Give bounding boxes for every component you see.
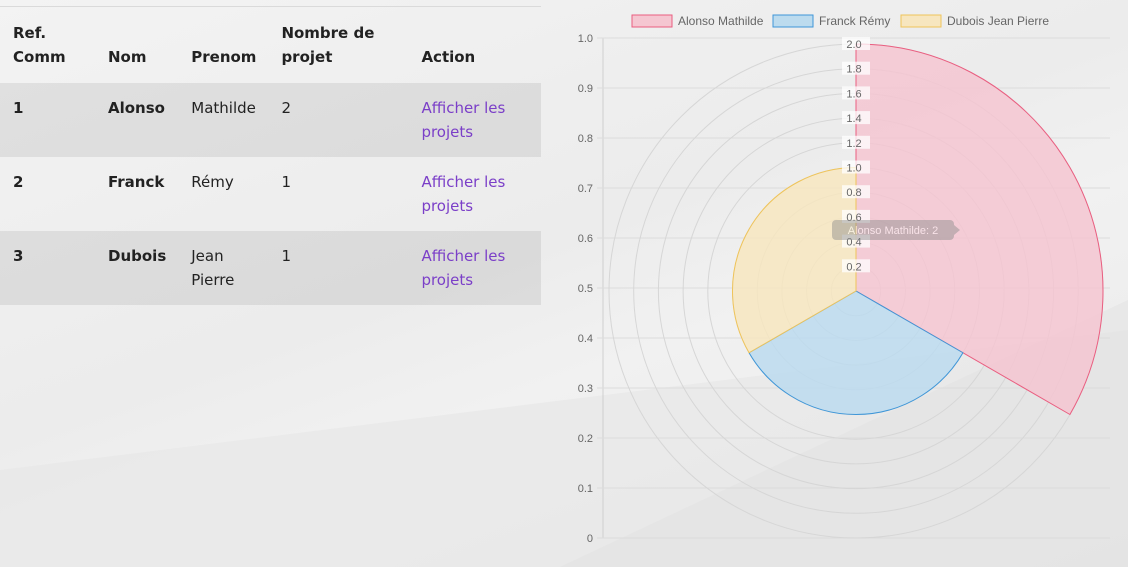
show-projects-link[interactable]: Afficher les projets <box>421 247 506 289</box>
y-tick-label: 0.4 <box>578 333 593 345</box>
cell-prenom: Jean Pierre <box>178 231 269 305</box>
cell-nom: Franck <box>108 173 165 191</box>
radial-tick-label: 1.2 <box>846 138 861 150</box>
radial-tick-backdrop <box>842 61 870 75</box>
tooltip-box <box>832 220 954 240</box>
commercial-table: Ref. Comm Nom Prenom Nombre de projet Ac… <box>0 6 541 305</box>
radial-tick-label: 2.0 <box>846 39 861 51</box>
cell-count: 2 <box>268 83 409 157</box>
radial-tick-label: 1.4 <box>846 113 861 125</box>
header-count-label: Nombre de projet <box>281 24 375 66</box>
legend-swatch <box>631 14 673 28</box>
legend-label: Dubois Jean Pierre <box>947 14 1049 28</box>
polar-sector[interactable] <box>732 166 857 354</box>
y-tick-label: 0.8 <box>578 133 593 145</box>
radial-tick-backdrop <box>842 37 870 50</box>
radial-tick-backdrop <box>842 209 870 223</box>
show-projects-link[interactable]: Afficher les projets <box>421 99 506 141</box>
cell-prenom: Rémy <box>191 173 234 191</box>
radial-tick-label: 0.8 <box>846 187 861 199</box>
y-tick-label: 1.0 <box>578 33 593 45</box>
radial-tick-label: 0.2 <box>846 261 861 273</box>
y-tick-label: 0.9 <box>578 83 593 95</box>
cell-nom: Alonso <box>95 83 179 157</box>
cell-action: Afficher les projets <box>408 231 541 305</box>
cell-prenom: Mathilde <box>178 83 269 157</box>
table-row: 1 Alonso Mathilde 2 Afficher les projets <box>0 83 541 157</box>
radial-tick-label: 0.4 <box>846 237 861 249</box>
polar-sector[interactable] <box>855 43 1104 416</box>
radial-tick-backdrop <box>842 160 870 174</box>
y-tick-label: 0.6 <box>578 233 593 245</box>
radial-tick-backdrop <box>842 234 870 248</box>
y-tick-label: 0.1 <box>578 483 593 495</box>
polar-sectors <box>732 43 1104 416</box>
commercial-table-container: Ref. Comm Nom Prenom Nombre de projet Ac… <box>0 6 541 305</box>
header-nom-label: Nom <box>108 48 147 66</box>
radial-tick-backdrop <box>842 135 870 149</box>
radial-tick-label: 0.6 <box>846 212 861 224</box>
cell-count: 1 <box>268 231 409 305</box>
legend-item[interactable]: Alonso Mathilde <box>631 14 764 28</box>
legend-swatch <box>900 14 942 28</box>
y-tick-label: 0.5 <box>578 283 593 295</box>
cell-ref: 1 <box>0 83 95 157</box>
y-tick-label: 0.7 <box>578 183 593 195</box>
legend-swatch <box>772 14 814 28</box>
radial-tick-labels: 0.2 0.4 0.6 0.8 1.0 1.2 1.4 1.6 1.8 2.0 <box>842 37 870 273</box>
header-nom: Nom <box>95 6 179 83</box>
cell-action: Afficher les projets <box>408 157 541 231</box>
radial-tick-backdrop <box>842 111 870 125</box>
radial-tick-label: 1.8 <box>846 64 861 76</box>
y-tick-label: 0.2 <box>578 433 593 445</box>
table-row: 3 Dubois Jean Pierre 1 Afficher les proj… <box>0 231 541 305</box>
cell-nom: Dubois <box>95 231 179 305</box>
radial-tick-backdrop <box>842 185 870 199</box>
radial-tick-backdrop <box>842 86 870 100</box>
cell-count: 1 <box>281 173 291 191</box>
cell-action: Afficher les projets <box>408 83 541 157</box>
cell-ref: 3 <box>0 231 95 305</box>
legend-label: Franck Rémy <box>819 14 890 28</box>
header-prenom: Prenom <box>178 6 269 83</box>
radial-tick-label: 1.6 <box>846 88 861 100</box>
header-prenom-label: Prenom <box>191 48 257 66</box>
radial-tick-backdrop <box>842 259 870 273</box>
header-action: Action <box>408 6 541 83</box>
header-count: Nombre de projet <box>268 6 409 83</box>
tooltip-text: Alonso Mathilde: 2 <box>848 225 939 237</box>
header-ref-label: Ref. Comm <box>13 24 66 66</box>
radial-tick-label: 1.0 <box>846 163 861 175</box>
y-tick-label: 0 <box>587 533 593 545</box>
legend-item[interactable]: Dubois Jean Pierre <box>900 14 1049 28</box>
tooltip-caret <box>954 225 960 235</box>
cell-ref: 2 <box>13 173 24 191</box>
y-tick-label: 0.3 <box>578 383 593 395</box>
legend-item[interactable]: Franck Rémy <box>772 14 890 28</box>
table-row: 2 Franck Rémy 1 Afficher les projets <box>0 157 541 231</box>
table-header-row: Ref. Comm Nom Prenom Nombre de projet Ac… <box>0 6 541 83</box>
show-projects-link[interactable]: Afficher les projets <box>421 173 506 215</box>
chart-legend: Alonso Mathilde Franck Rémy Dubois Jean Pi… <box>631 14 1049 28</box>
header-ref: Ref. Comm <box>0 6 95 83</box>
polar-sector[interactable] <box>748 290 964 415</box>
header-action-label: Action <box>421 48 476 66</box>
legend-label: Alonso Mathilde <box>678 14 764 28</box>
chart-tooltip: Alonso Mathilde: 2 <box>832 220 960 240</box>
